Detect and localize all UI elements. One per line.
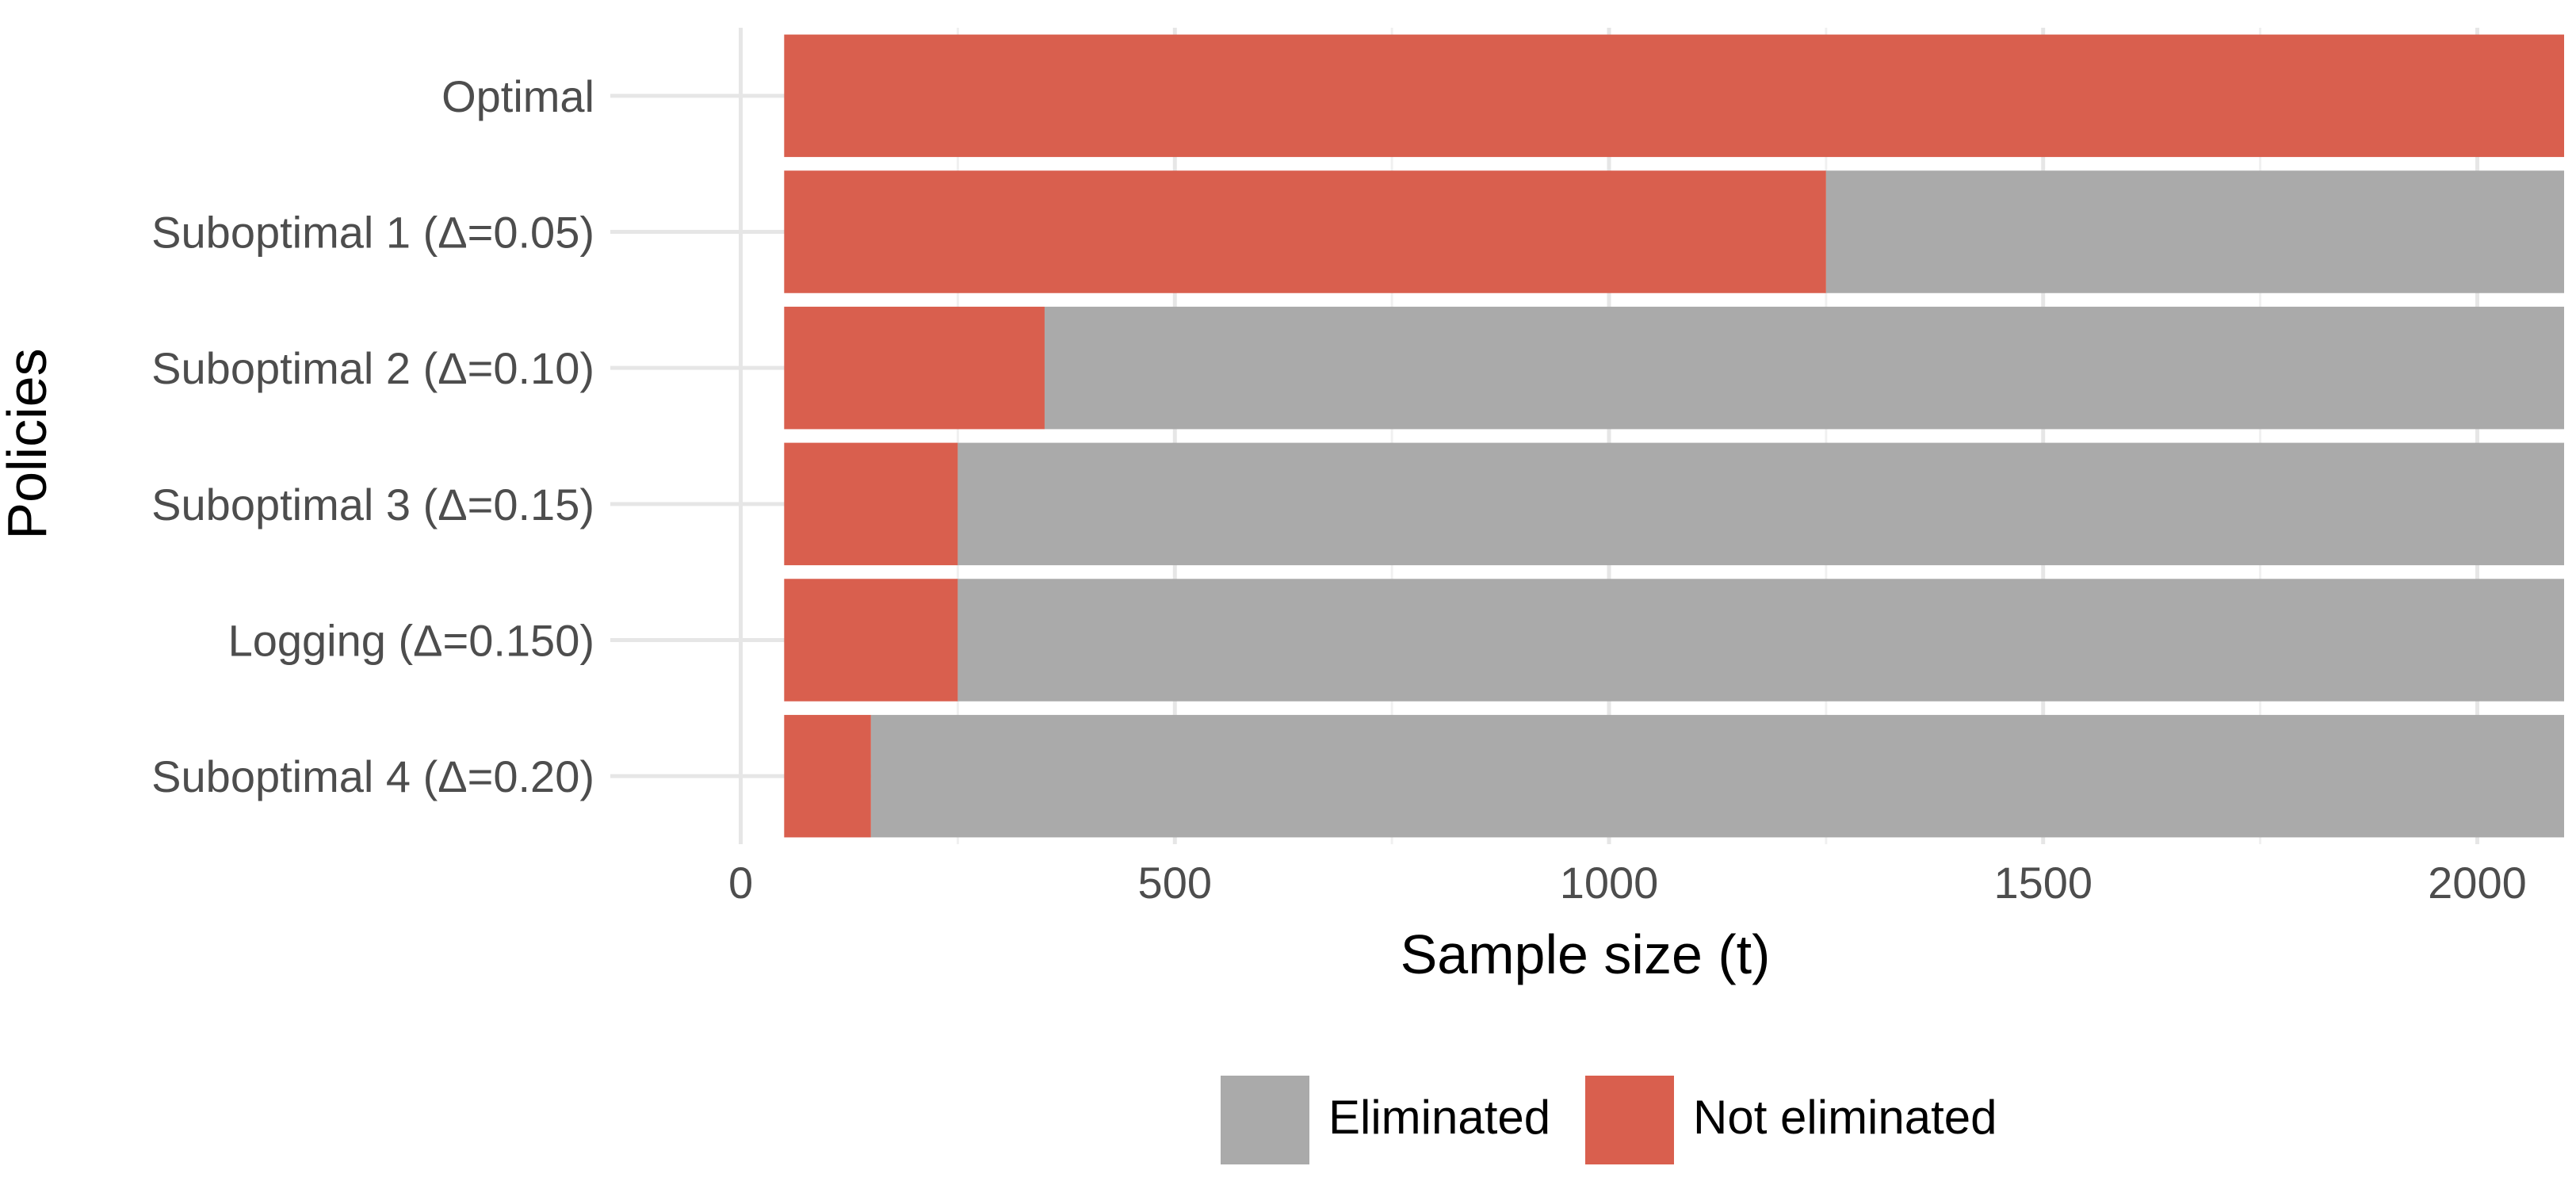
bar-segment-eliminated [1044, 306, 2564, 430]
bar-segment-not-eliminated [784, 34, 2565, 158]
y-tick-label: Optimal [441, 71, 594, 121]
y-tick-label: Suboptimal 2 (Δ=0.10) [151, 343, 594, 393]
bar-segment-not-eliminated [784, 714, 871, 838]
y-tick-label: Suboptimal 1 (Δ=0.05) [151, 208, 594, 258]
x-tick-label: 1000 [1560, 858, 1659, 908]
bar-segment-eliminated [1825, 170, 2564, 293]
x-tick-label: 500 [1138, 858, 1212, 908]
x-tick-label: 2000 [2428, 858, 2527, 908]
x-tick-label: 0 [728, 858, 753, 908]
y-tick-label: Logging (Δ=0.150) [228, 616, 594, 666]
bar-segment-eliminated [957, 442, 2564, 566]
legend-label-eliminated: Eliminated [1328, 1091, 1550, 1144]
x-tick-label: 1500 [1993, 858, 2093, 908]
y-tick-labels: Optimal Suboptimal 1 (Δ=0.05) Suboptimal 2… [151, 71, 594, 801]
bar-segment-not-eliminated [784, 170, 1826, 293]
legend: Eliminated Not eliminated [1221, 1076, 1997, 1164]
y-tick-label: Suboptimal 3 (Δ=0.15) [151, 480, 594, 530]
x-tick-labels: 0 500 1000 1500 2000 [728, 858, 2527, 908]
legend-swatch-eliminated [1221, 1076, 1309, 1164]
bars [784, 34, 2565, 838]
y-axis-title: Policies [0, 348, 58, 539]
bar-segment-not-eliminated [784, 442, 958, 566]
bar-segment-eliminated [870, 714, 2564, 838]
legend-swatch-not-eliminated [1585, 1076, 1674, 1164]
bar-segment-eliminated [957, 579, 2564, 702]
legend-label-not-eliminated: Not eliminated [1693, 1091, 1997, 1144]
y-tick-label: Suboptimal 4 (Δ=0.20) [151, 751, 594, 801]
x-axis-title: Sample size (t) [1401, 923, 1771, 985]
bar-segment-not-eliminated [784, 306, 1045, 430]
bar-segment-not-eliminated [784, 579, 958, 702]
